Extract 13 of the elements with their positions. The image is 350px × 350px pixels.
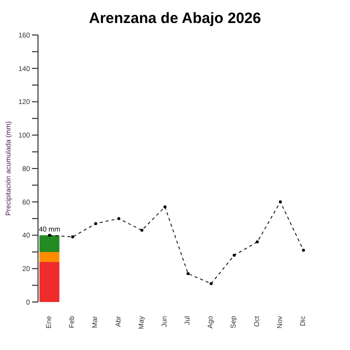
point [71, 235, 74, 238]
point [302, 248, 305, 252]
point [278, 200, 282, 204]
chart-title: Arenzana de Abajo 2026 [88, 10, 262, 27]
point [232, 254, 236, 257]
point [48, 234, 52, 237]
point [94, 222, 98, 226]
point [140, 228, 144, 232]
point [117, 217, 120, 220]
point [210, 282, 213, 286]
point [186, 272, 190, 276]
point [163, 205, 166, 208]
point [256, 240, 259, 244]
